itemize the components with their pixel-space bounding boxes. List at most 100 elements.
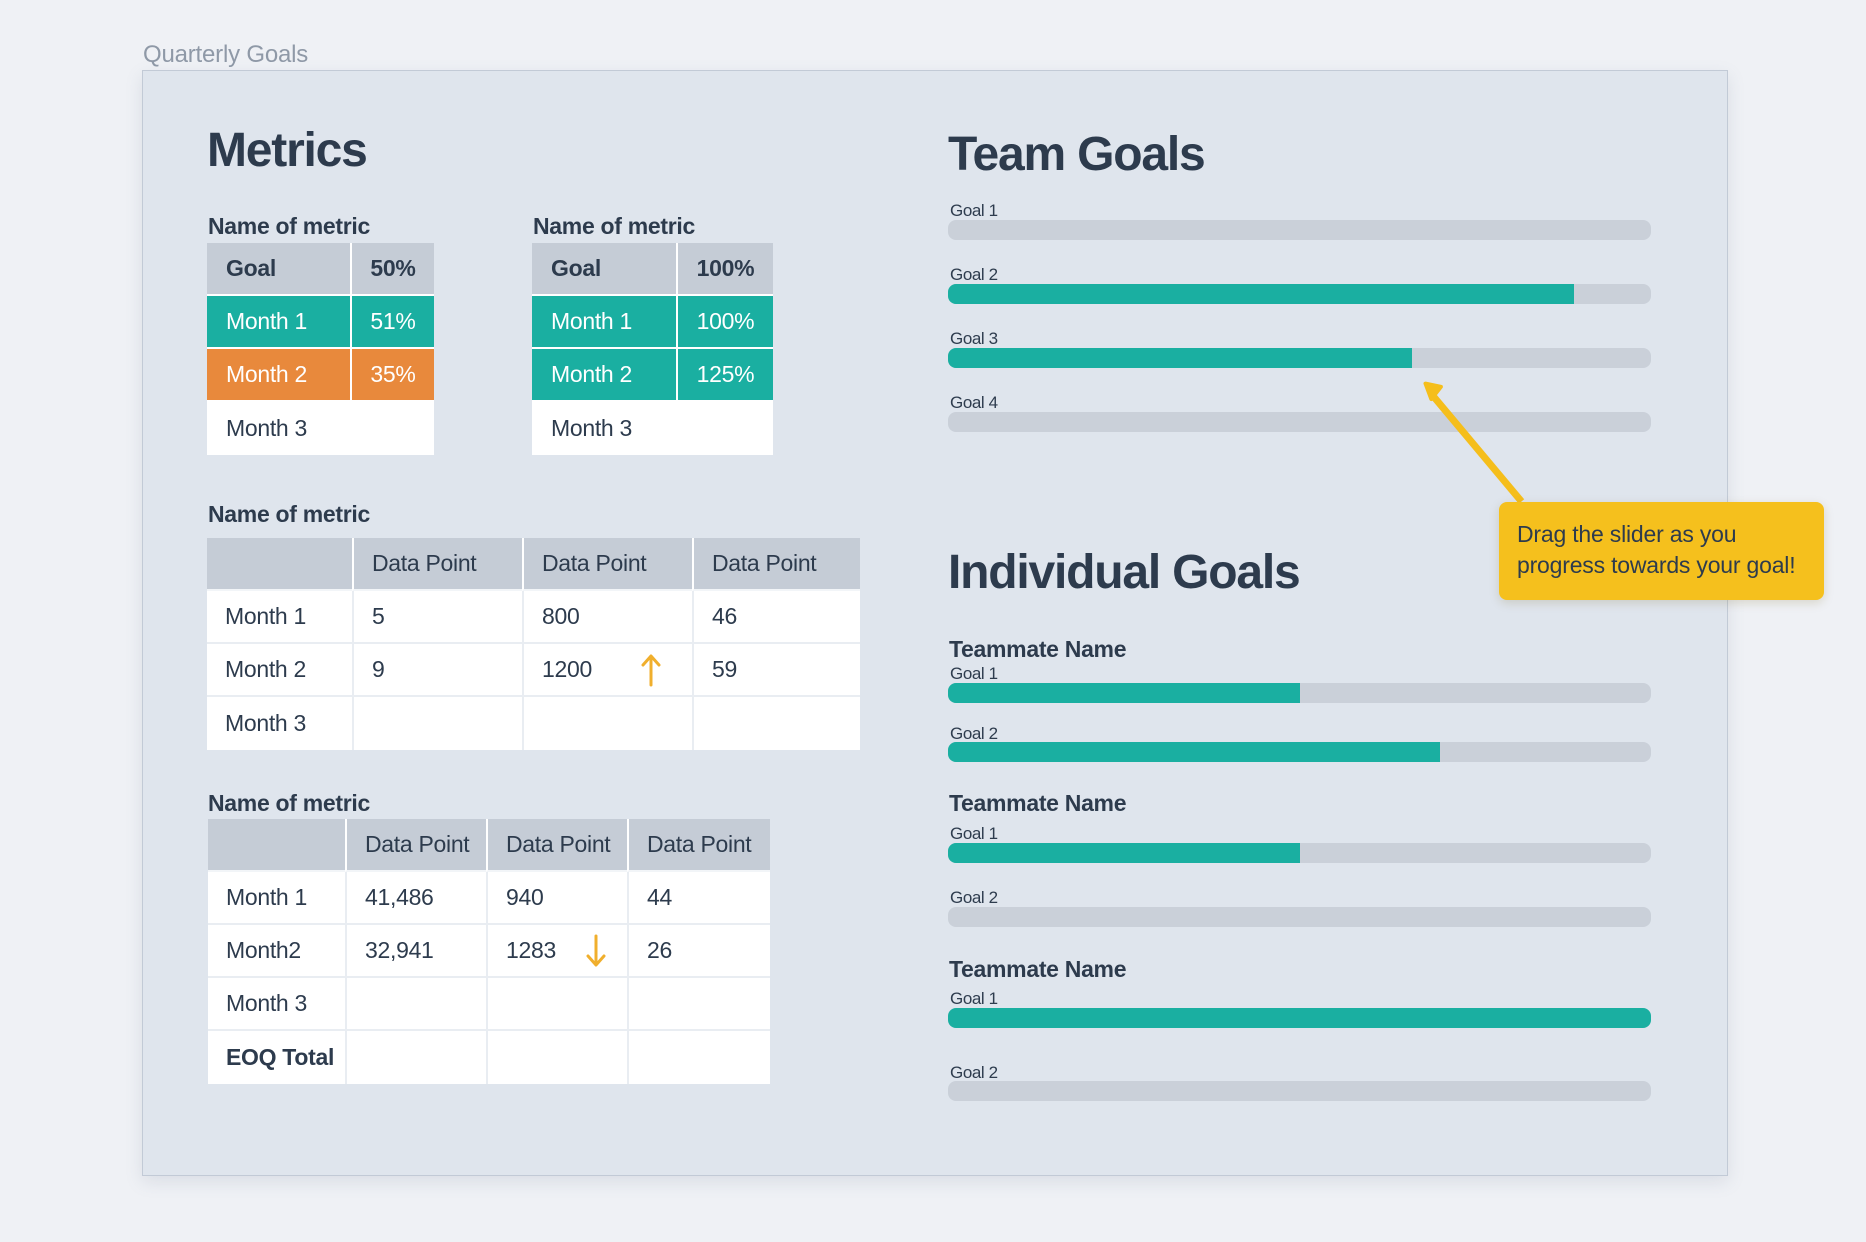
goal-label: Goal 3 bbox=[950, 329, 998, 348]
table-header-row: Data Point Data Point Data Point bbox=[208, 819, 770, 872]
data-cell bbox=[345, 1031, 486, 1084]
teammate-name: Teammate Name bbox=[949, 636, 1127, 662]
month-label-cell: Month 2 bbox=[207, 349, 352, 402]
eoq-total-cell: EOQ Total bbox=[208, 1031, 345, 1084]
table-row: Month 2 125% bbox=[532, 349, 773, 402]
column-header-cell: Data Point bbox=[486, 819, 627, 872]
data-cell bbox=[522, 697, 692, 750]
metric-data-table-1: Data Point Data Point Data Point Month 1… bbox=[207, 538, 860, 750]
month-label-cell: Month 3 bbox=[207, 697, 352, 750]
table-row: Month2 32,941 1283 26 bbox=[208, 925, 770, 978]
metric-goal-table-1: Goal 50% Month 1 51% Month 2 35% Month 3 bbox=[207, 243, 434, 455]
metric-goal-table-2: Goal 100% Month 1 100% Month 2 125% Mont… bbox=[532, 243, 773, 455]
table-row: Month 3 bbox=[208, 978, 770, 1031]
goal-label: Goal 2 bbox=[950, 1063, 998, 1082]
data-cell bbox=[627, 978, 770, 1031]
month-value-cell: 125% bbox=[678, 349, 773, 402]
progress-slider[interactable] bbox=[948, 1081, 1651, 1101]
metric-name-label: Name of metric bbox=[208, 501, 370, 527]
data-cell: 1200 bbox=[522, 644, 692, 697]
goal-label: Goal 1 bbox=[950, 664, 998, 683]
progress-slider[interactable] bbox=[948, 907, 1651, 927]
metric-name-label: Name of metric bbox=[533, 213, 695, 239]
data-cell bbox=[486, 1031, 627, 1084]
data-cell: 32,941 bbox=[345, 925, 486, 978]
data-cell bbox=[352, 697, 522, 750]
table-row: Month 1 41,486 940 44 bbox=[208, 872, 770, 925]
data-cell: 44 bbox=[627, 872, 770, 925]
corner-cell bbox=[207, 538, 352, 591]
progress-slider[interactable] bbox=[948, 412, 1651, 432]
individual-goals-heading: Individual Goals bbox=[948, 546, 1301, 599]
month-label-cell: Month 3 bbox=[208, 978, 345, 1031]
data-cell: 26 bbox=[627, 925, 770, 978]
goal-label: Goal 2 bbox=[950, 265, 998, 284]
month-label-cell: Month 3 bbox=[207, 402, 352, 455]
goal-label: Goal 1 bbox=[950, 824, 998, 843]
teammate-name: Teammate Name bbox=[949, 956, 1127, 982]
data-cell: 59 bbox=[692, 644, 860, 697]
table-header-row: Goal 50% bbox=[207, 243, 434, 296]
month-value-cell: 100% bbox=[678, 296, 773, 349]
progress-slider[interactable] bbox=[948, 220, 1651, 240]
table-header-row: Goal 100% bbox=[532, 243, 773, 296]
goal-label: Goal 2 bbox=[950, 724, 998, 743]
goal-header-cell: Goal bbox=[532, 243, 678, 296]
data-cell: 940 bbox=[486, 872, 627, 925]
table-row: Month 3 bbox=[207, 402, 434, 455]
goal-label: Goal 4 bbox=[950, 393, 998, 412]
month-label-cell: Month2 bbox=[208, 925, 345, 978]
progress-fill[interactable] bbox=[948, 683, 1300, 703]
month-label-cell: Month 1 bbox=[207, 591, 352, 644]
data-cell: 41,486 bbox=[345, 872, 486, 925]
column-header-cell: Data Point bbox=[627, 819, 770, 872]
data-cell bbox=[692, 697, 860, 750]
annotation-tooltip: Drag the slider as you progress towards … bbox=[1499, 502, 1824, 600]
team-goals-heading: Team Goals bbox=[948, 128, 1206, 181]
month-label-cell: Month 1 bbox=[532, 296, 678, 349]
progress-fill[interactable] bbox=[948, 284, 1574, 304]
goal-label: Goal 1 bbox=[950, 201, 998, 220]
data-cell: 800 bbox=[522, 591, 692, 644]
table-row: Month 1 5 800 46 bbox=[207, 591, 860, 644]
metric-name-label: Name of metric bbox=[208, 213, 370, 239]
quarterly-goals-frame: Metrics Name of metric Goal 50% Month 1 … bbox=[142, 70, 1824, 1176]
data-cell: 1283 bbox=[486, 925, 627, 978]
month-label-cell: Month 1 bbox=[207, 296, 352, 349]
table-row: Month 1 100% bbox=[532, 296, 773, 349]
progress-fill[interactable] bbox=[948, 1008, 1651, 1028]
goal-label: Goal 1 bbox=[950, 989, 998, 1008]
data-cell bbox=[345, 978, 486, 1031]
column-header-cell: Data Point bbox=[352, 538, 522, 591]
month-label-cell: Month 2 bbox=[532, 349, 678, 402]
progress-slider[interactable] bbox=[948, 742, 1651, 762]
month-label-cell: Month 3 bbox=[532, 402, 678, 455]
progress-fill[interactable] bbox=[948, 742, 1441, 762]
month-value-cell bbox=[678, 402, 773, 455]
month-value-cell: 35% bbox=[352, 349, 434, 402]
month-value-cell bbox=[352, 402, 434, 455]
metrics-heading: Metrics bbox=[207, 124, 368, 177]
goal-target-cell: 50% bbox=[352, 243, 434, 296]
progress-slider[interactable] bbox=[948, 1008, 1651, 1028]
data-cell: 46 bbox=[692, 591, 860, 644]
data-cell: 5 bbox=[352, 591, 522, 644]
progress-slider[interactable] bbox=[948, 348, 1651, 368]
data-cell bbox=[486, 978, 627, 1031]
data-cell: 9 bbox=[352, 644, 522, 697]
progress-slider[interactable] bbox=[948, 284, 1651, 304]
metric-data-table-2: Data Point Data Point Data Point Month 1… bbox=[208, 819, 770, 1084]
progress-slider[interactable] bbox=[948, 683, 1651, 703]
month-value-cell: 51% bbox=[352, 296, 434, 349]
table-row: Month 3 bbox=[207, 697, 860, 750]
table-row: Month 1 51% bbox=[207, 296, 434, 349]
corner-cell bbox=[208, 819, 345, 872]
table-row: EOQ Total bbox=[208, 1031, 770, 1084]
progress-slider[interactable] bbox=[948, 843, 1651, 863]
frame-title: Quarterly Goals bbox=[143, 41, 309, 68]
progress-fill[interactable] bbox=[948, 843, 1300, 863]
progress-fill[interactable] bbox=[948, 348, 1412, 368]
table-row: Month 2 35% bbox=[207, 349, 434, 402]
column-header-cell: Data Point bbox=[345, 819, 486, 872]
